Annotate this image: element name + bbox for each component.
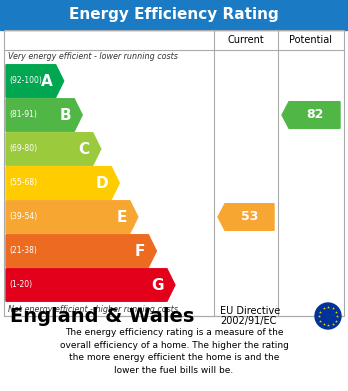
Bar [4, 30, 344, 316]
Polygon shape [6, 133, 101, 165]
Text: (69-80): (69-80) [9, 145, 37, 154]
Text: Potential: Potential [290, 35, 332, 45]
Text: Current: Current [228, 35, 264, 45]
Polygon shape [282, 102, 340, 128]
Polygon shape [6, 201, 138, 233]
Text: 2002/91/EC: 2002/91/EC [220, 316, 276, 326]
Polygon shape [6, 99, 82, 131]
Text: 82: 82 [306, 108, 323, 122]
Text: B: B [60, 108, 71, 122]
Polygon shape [6, 65, 64, 97]
Circle shape [315, 303, 341, 329]
Text: Not energy efficient - higher running costs: Not energy efficient - higher running co… [8, 305, 178, 314]
Text: (21-38): (21-38) [9, 246, 37, 255]
Polygon shape [6, 235, 156, 267]
Text: 53: 53 [241, 210, 258, 224]
Text: (81-91): (81-91) [9, 111, 37, 120]
Polygon shape [6, 167, 119, 199]
Text: Energy Efficiency Rating: Energy Efficiency Rating [69, 7, 279, 23]
Text: England & Wales: England & Wales [10, 307, 195, 325]
Text: (55-68): (55-68) [9, 179, 37, 188]
Text: C: C [79, 142, 90, 156]
Text: D: D [96, 176, 108, 190]
Text: Very energy efficient - lower running costs: Very energy efficient - lower running co… [8, 52, 178, 61]
Polygon shape [6, 269, 175, 301]
Polygon shape [218, 204, 274, 230]
Text: (1-20): (1-20) [9, 280, 32, 289]
Text: E: E [117, 210, 127, 224]
Text: A: A [41, 74, 53, 88]
Text: The energy efficiency rating is a measure of the
overall efficiency of a home. T: The energy efficiency rating is a measur… [60, 328, 288, 375]
Text: (39-54): (39-54) [9, 212, 37, 221]
Text: EU Directive: EU Directive [220, 306, 280, 316]
Text: (92-100): (92-100) [9, 77, 42, 86]
Bar [0, 0, 348, 30]
Text: G: G [151, 278, 164, 292]
Text: F: F [135, 244, 145, 258]
